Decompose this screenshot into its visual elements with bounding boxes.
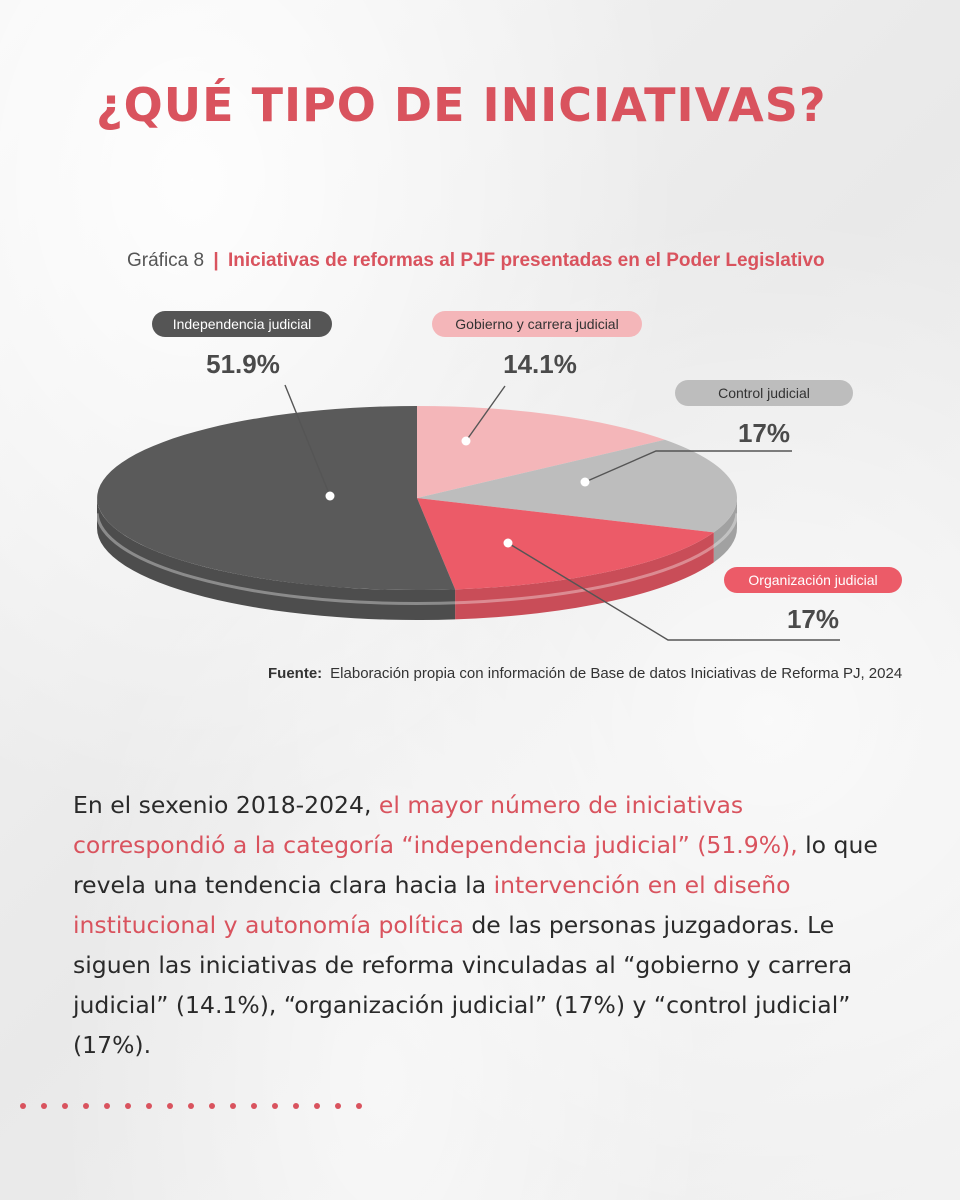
pie-side-2	[713, 498, 737, 563]
body-part-5: de las personas juzgadoras. Le siguen la…	[73, 911, 853, 1059]
value-label-control-judicial: 17%	[738, 418, 790, 448]
page-title: ¿QUÉ TIPO DE INICIATIVAS?	[96, 78, 827, 132]
legend-label-gobierno-y-carrera-judicial: Gobierno y carrera judicial	[455, 316, 618, 332]
legend-label-independencia-judicial: Independencia judicial	[173, 316, 312, 332]
chart-title: Iniciativas de reformas al PJF presentad…	[227, 250, 825, 271]
body-highlight-1: el mayor número de iniciativas correspon…	[73, 791, 798, 859]
source-note: Fuente: Elaboración propia con informació…	[268, 665, 902, 682]
pie-side-highlight	[95, 513, 739, 606]
body-part-3: lo que revela una tendencia clara hacia …	[73, 831, 878, 899]
body-highlight-2: intervención en el diseño institucional …	[73, 871, 791, 939]
leader-line-organizaci-n-judicial	[507, 542, 840, 641]
body-part-1: En el sexenio 2018-2024,	[73, 791, 379, 819]
label-pill-organizaci-n-judicial	[724, 567, 902, 593]
leader-dot-control-judicial	[580, 477, 590, 487]
pie-side-0	[97, 498, 456, 621]
pie-side-3	[455, 532, 714, 620]
pie-slice-independencia-judicial	[97, 406, 456, 590]
source-text: Elaboración propia con información de Ba…	[330, 665, 903, 682]
leader-line-control-judicial	[584, 450, 792, 483]
leader-dot-independencia-judicial	[325, 491, 335, 501]
value-label-independencia-judicial: 51.9%	[206, 349, 280, 379]
label-pill-gobierno-y-carrera-judicial	[432, 311, 642, 337]
leader-dot-organizaci-n-judicial	[503, 538, 513, 548]
pie-slice-organizaci-n-judicial	[417, 498, 714, 590]
leader-line-independencia-judicial	[284, 384, 331, 497]
pie-slice-gobierno-y-carrera-judicial	[417, 406, 665, 498]
dotted-divider	[20, 1096, 377, 1114]
pie-slice-control-judicial	[417, 439, 737, 533]
pie-chart: Independencia judicial 51.9% Gobierno y ca…	[95, 311, 902, 641]
chart-number: Gráfica 8	[127, 250, 205, 271]
leader-line-gobierno-y-carrera-judicial	[465, 385, 506, 442]
chart-heading-separator: |	[213, 250, 219, 271]
source-label: Fuente:	[268, 665, 323, 682]
label-pill-control-judicial	[675, 380, 853, 406]
legend-label-organizaci-n-judicial: Organización judicial	[748, 572, 877, 588]
legend-label-control-judicial: Control judicial	[718, 385, 810, 401]
value-label-gobierno-y-carrera-judicial: 14.1%	[503, 349, 577, 379]
chart-heading: Gráfica 8 | Iniciativas de reformas al P…	[127, 250, 825, 272]
label-pill-independencia-judicial	[152, 311, 332, 337]
value-label-organizaci-n-judicial: 17%	[787, 604, 839, 634]
body-paragraph: En el sexenio 2018-2024, el mayor número…	[73, 785, 893, 1065]
leader-dot-gobierno-y-carrera-judicial	[461, 436, 471, 446]
